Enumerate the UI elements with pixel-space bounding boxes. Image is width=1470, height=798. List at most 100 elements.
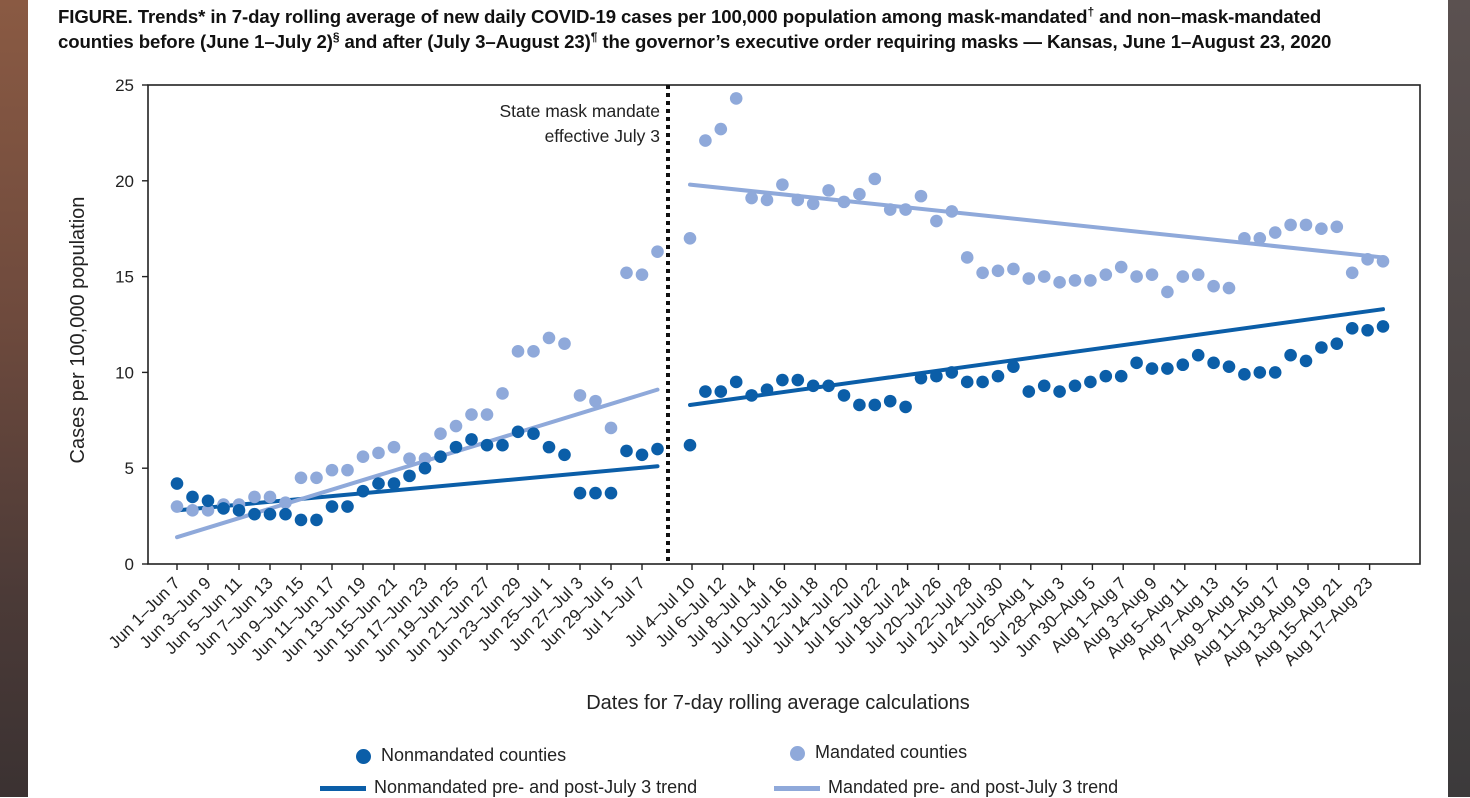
nonmandated-point bbox=[883, 394, 897, 408]
nonmandated-point bbox=[822, 379, 835, 393]
nonmandated-point bbox=[248, 507, 261, 521]
nonmandated-point bbox=[1084, 375, 1097, 389]
mandated-point bbox=[573, 389, 587, 402]
nonmandated-point bbox=[325, 500, 339, 513]
legend-line-mandated bbox=[774, 785, 820, 791]
mandate-annotation-line-1: State mask mandate bbox=[500, 101, 661, 121]
mandated-point bbox=[1345, 266, 1359, 280]
mandated-point bbox=[1361, 253, 1374, 266]
mandated-point bbox=[1299, 218, 1313, 232]
mandated-point bbox=[683, 231, 697, 245]
nonmandated-point bbox=[1099, 369, 1113, 383]
mandated-point bbox=[960, 251, 974, 264]
mandated-point bbox=[387, 440, 401, 454]
mandated-point bbox=[418, 452, 432, 465]
plot-frame bbox=[147, 84, 1421, 565]
nonmandated-point bbox=[760, 383, 774, 396]
nonmandated-point bbox=[745, 389, 758, 402]
mandated-point bbox=[699, 134, 712, 147]
mandated-point bbox=[1084, 274, 1097, 287]
nonmandated-point bbox=[1315, 341, 1328, 354]
mandated-point bbox=[341, 463, 354, 477]
mandated-point bbox=[248, 490, 261, 504]
mandated-point bbox=[776, 178, 789, 191]
y-tick-label: 10 bbox=[115, 363, 134, 382]
mandated-point bbox=[263, 490, 277, 504]
nonmandated-point bbox=[341, 500, 354, 513]
nonmandated-point bbox=[279, 507, 292, 521]
nonmandated-point bbox=[1345, 322, 1359, 335]
mandated-point bbox=[1161, 285, 1174, 299]
nonmandated-point bbox=[837, 389, 851, 402]
legend-item-nonmandated-counties: Nonmandated counties bbox=[356, 745, 566, 766]
legend-item-mandated-counties: Mandated counties bbox=[790, 742, 967, 763]
mandated-point bbox=[635, 268, 649, 281]
nonmandated-point bbox=[1253, 366, 1267, 379]
figure-title: FIGURE. Trends* in 7-day rolling average… bbox=[58, 4, 1448, 54]
nonmandated-point bbox=[683, 438, 697, 452]
nonmandated-point bbox=[1191, 348, 1205, 362]
mandated-point bbox=[1207, 279, 1220, 293]
mandated-point bbox=[558, 337, 571, 350]
nonmandated-point bbox=[217, 502, 230, 515]
nonmandated-point bbox=[604, 486, 618, 500]
mandated-point bbox=[1130, 270, 1143, 283]
y-tick-label: 20 bbox=[115, 172, 134, 191]
y-tick-label: 5 bbox=[125, 459, 134, 478]
nonmandated-point bbox=[1053, 385, 1066, 398]
nonmandated-point bbox=[930, 369, 943, 383]
mandated-point bbox=[760, 193, 774, 207]
mandated-point bbox=[201, 504, 215, 517]
mandated-point bbox=[480, 408, 494, 421]
nonmandated-point bbox=[496, 438, 509, 452]
nonmandated-point bbox=[372, 477, 385, 490]
mandated-point bbox=[822, 184, 835, 197]
mandated-point bbox=[1145, 268, 1159, 281]
legend-item-mandated-trend: Mandated pre- and post-July 3 trend bbox=[774, 777, 1118, 798]
title-text: the governor’s executive order requiring… bbox=[597, 31, 1332, 52]
nonmandated-point bbox=[387, 477, 401, 490]
nonmandated-point bbox=[1207, 356, 1220, 370]
title-footnote-mark: ¶ bbox=[590, 29, 598, 44]
mandated-point bbox=[465, 408, 478, 421]
mandated-point bbox=[1238, 231, 1251, 245]
mandated-point bbox=[310, 471, 323, 485]
mandated-point bbox=[883, 203, 897, 216]
mandated-point bbox=[1284, 218, 1297, 232]
nonmandated-point bbox=[991, 369, 1005, 383]
nonmandated-point bbox=[853, 398, 866, 412]
mandated-point bbox=[1191, 268, 1205, 281]
nonmandated-point bbox=[418, 461, 432, 475]
nonmandated-point bbox=[635, 448, 649, 462]
nonmandated-point bbox=[1022, 385, 1036, 398]
nonmandated-point bbox=[960, 375, 974, 389]
mandated-point bbox=[1222, 281, 1236, 295]
legend-line-nonmandated bbox=[320, 785, 366, 791]
nonmandated-point bbox=[1176, 358, 1190, 372]
title-text: and after (July 3–August 23) bbox=[339, 31, 591, 52]
mandated-point bbox=[745, 191, 758, 205]
nonmandated-point bbox=[403, 469, 416, 483]
mandated-point bbox=[837, 195, 851, 209]
y-tick-label: 15 bbox=[115, 268, 134, 287]
nonmandated-point bbox=[449, 440, 463, 454]
nonmandated-point bbox=[1299, 354, 1313, 368]
chart-marks bbox=[170, 92, 1390, 540]
title-footnote-mark: § bbox=[332, 29, 340, 44]
mandated-point bbox=[1037, 270, 1051, 283]
mandated-point bbox=[1330, 220, 1344, 234]
nonmandated-point bbox=[356, 484, 370, 498]
right-background-edge bbox=[1448, 0, 1470, 797]
mandate-annotation-line-2: effective July 3 bbox=[545, 126, 660, 146]
nonmandated-point bbox=[527, 427, 540, 441]
nonmandated-point bbox=[480, 438, 494, 452]
y-tick-label: 25 bbox=[115, 76, 134, 95]
nonmandated-point bbox=[899, 400, 912, 414]
mandated-point bbox=[1376, 254, 1390, 268]
legend-label: Mandated pre- and post-July 3 trend bbox=[828, 777, 1119, 797]
mandated-point bbox=[186, 504, 199, 517]
mandated-point bbox=[1176, 270, 1190, 283]
mandated-point bbox=[449, 419, 463, 433]
nonmandated-point bbox=[651, 442, 664, 456]
